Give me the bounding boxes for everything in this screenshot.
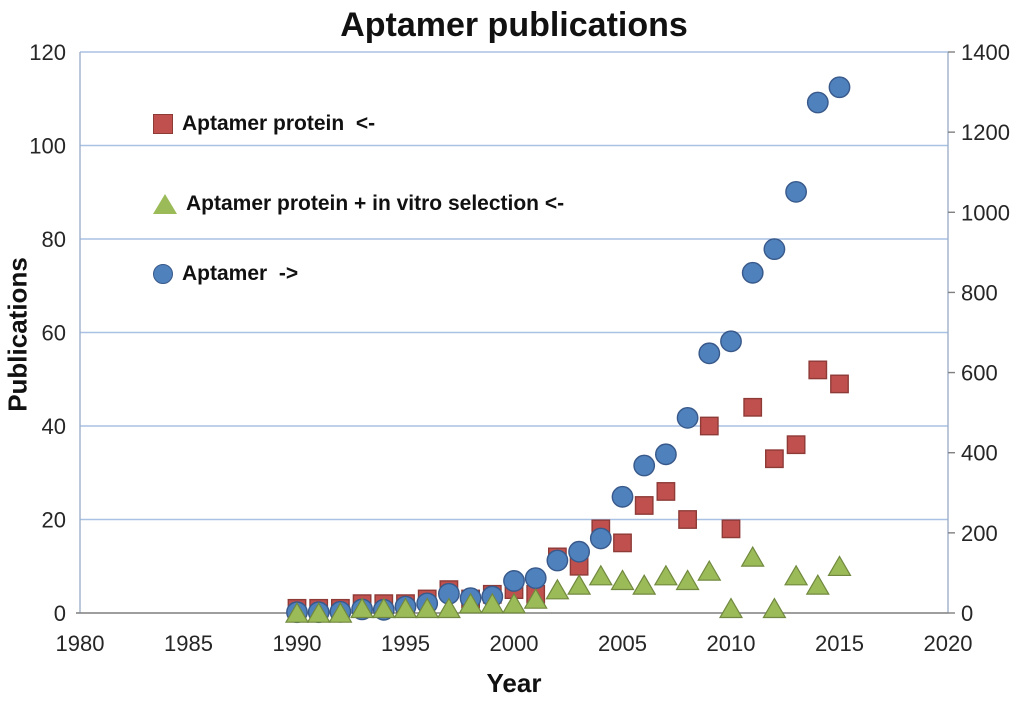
legend-item-aptamer-protein-invitro: Aptamer protein + in vitro selection <- (153, 192, 564, 216)
right-axis-tick-label: 800 (961, 280, 998, 305)
data-point-circle-2011 (741, 261, 764, 284)
data-point-triangle-1992 (328, 602, 353, 623)
x-axis-tick-label: 1985 (164, 631, 213, 656)
data-point-circle-2015 (828, 76, 851, 99)
legend-label-aptamer-protein: Aptamer protein <- (182, 112, 376, 135)
x-axis-title: Year (486, 668, 542, 698)
x-axis-tick-label: 2005 (598, 631, 647, 656)
left-axis-tick-label: 60 (42, 321, 66, 346)
right-axis-tick-label: 1400 (961, 40, 1010, 65)
data-point-square-2007 (656, 482, 676, 501)
data-point-triangle-2011 (740, 545, 765, 567)
x-axis-tick-label: 1990 (273, 631, 322, 656)
data-point-square-2009 (699, 416, 719, 436)
data-point-triangle-2010 (718, 597, 744, 619)
data-point-triangle-2000 (501, 592, 527, 614)
data-point-square-2013 (786, 435, 806, 455)
data-point-circle-2002 (546, 549, 569, 572)
blue-circle-marker-icon (153, 264, 173, 284)
red-square-marker-icon (153, 114, 173, 134)
data-point-triangle-2012 (762, 597, 787, 619)
data-point-square-2011 (743, 397, 763, 417)
x-axis-tick-label: 2010 (707, 631, 756, 656)
data-point-square-2012 (765, 449, 784, 469)
data-point-square-2015 (830, 374, 849, 394)
left-axis-tick-label: 0 (54, 601, 66, 626)
data-point-circle-2007 (655, 443, 677, 466)
data-point-triangle-1998 (458, 592, 483, 614)
data-point-circle-2009 (698, 342, 721, 365)
x-axis-tick-label: 2015 (815, 631, 864, 656)
data-point-triangle-1997 (436, 597, 461, 619)
left-axis-tick-label: 40 (42, 414, 66, 439)
data-point-circle-2003 (568, 540, 590, 563)
data-point-triangle-2002 (545, 578, 570, 600)
data-point-triangle-1991 (306, 602, 331, 623)
left-axis-tick-label: 100 (29, 134, 66, 159)
x-axis-tick-label: 2000 (490, 631, 539, 656)
data-point-square-2006 (634, 496, 654, 515)
right-axis-tick-label: 200 (961, 521, 998, 546)
right-axis-tick-label: 1200 (961, 120, 1010, 145)
data-point-triangle-2004 (588, 564, 613, 586)
data-point-circle-2013 (785, 180, 807, 203)
data-point-triangle-2009 (697, 559, 722, 581)
data-point-triangle-1995 (393, 597, 418, 619)
right-axis-tick-label: 1000 (961, 200, 1010, 225)
data-point-triangle-2005 (610, 569, 635, 591)
data-point-triangle-2007 (653, 564, 678, 586)
data-point-triangle-1996 (415, 597, 440, 619)
legend-item-aptamer: Aptamer -> (153, 262, 298, 286)
data-point-square-2005 (613, 533, 632, 553)
data-point-triangle-1990 (284, 602, 310, 623)
data-point-square-2010 (721, 519, 741, 539)
y-axis-title: Publications (2, 257, 33, 412)
data-point-triangle-2014 (805, 573, 830, 595)
data-point-circle-2001 (524, 567, 547, 590)
data-point-triangle-2001 (523, 587, 548, 609)
data-point-triangle-2006 (632, 573, 657, 595)
green-triangle-marker-icon (153, 194, 177, 214)
x-axis-tick-label: 2020 (924, 631, 973, 656)
data-point-triangle-2015 (827, 555, 852, 577)
data-point-circle-2014 (806, 91, 829, 114)
data-point-triangle-1994 (371, 597, 396, 619)
data-point-triangle-1999 (480, 592, 505, 614)
data-point-square-2008 (678, 510, 698, 529)
data-point-circle-2006 (633, 454, 656, 477)
left-axis-tick-label: 120 (29, 40, 66, 65)
data-point-circle-2005 (611, 485, 634, 508)
left-axis-tick-label: 20 (42, 508, 66, 533)
data-point-circle-2004 (589, 527, 612, 550)
data-point-circle-2010 (720, 330, 742, 353)
data-point-triangle-2013 (784, 564, 809, 586)
data-point-square-2014 (808, 360, 828, 380)
legend-label-aptamer: Aptamer -> (182, 262, 299, 285)
data-point-circle-2008 (676, 406, 699, 429)
legend-item-aptamer-protein: Aptamer protein <- (153, 112, 375, 136)
x-axis-tick-label: 1980 (56, 631, 105, 656)
right-axis-tick-label: 600 (961, 361, 998, 386)
data-point-triangle-1993 (350, 597, 375, 619)
data-point-circle-2000 (503, 570, 525, 592)
chart-title: Aptamer publications (340, 6, 688, 44)
legend-label-aptamer-protein-invitro: Aptamer protein + in vitro selection <- (186, 192, 565, 215)
right-axis-tick-label: 400 (961, 441, 998, 466)
x-axis-tick-label: 1995 (381, 631, 430, 656)
left-axis-tick-label: 80 (42, 227, 66, 252)
data-point-triangle-2008 (675, 569, 700, 591)
data-point-triangle-2003 (567, 573, 592, 595)
right-axis-tick-label: 0 (961, 601, 973, 626)
data-point-circle-2012 (763, 238, 786, 261)
